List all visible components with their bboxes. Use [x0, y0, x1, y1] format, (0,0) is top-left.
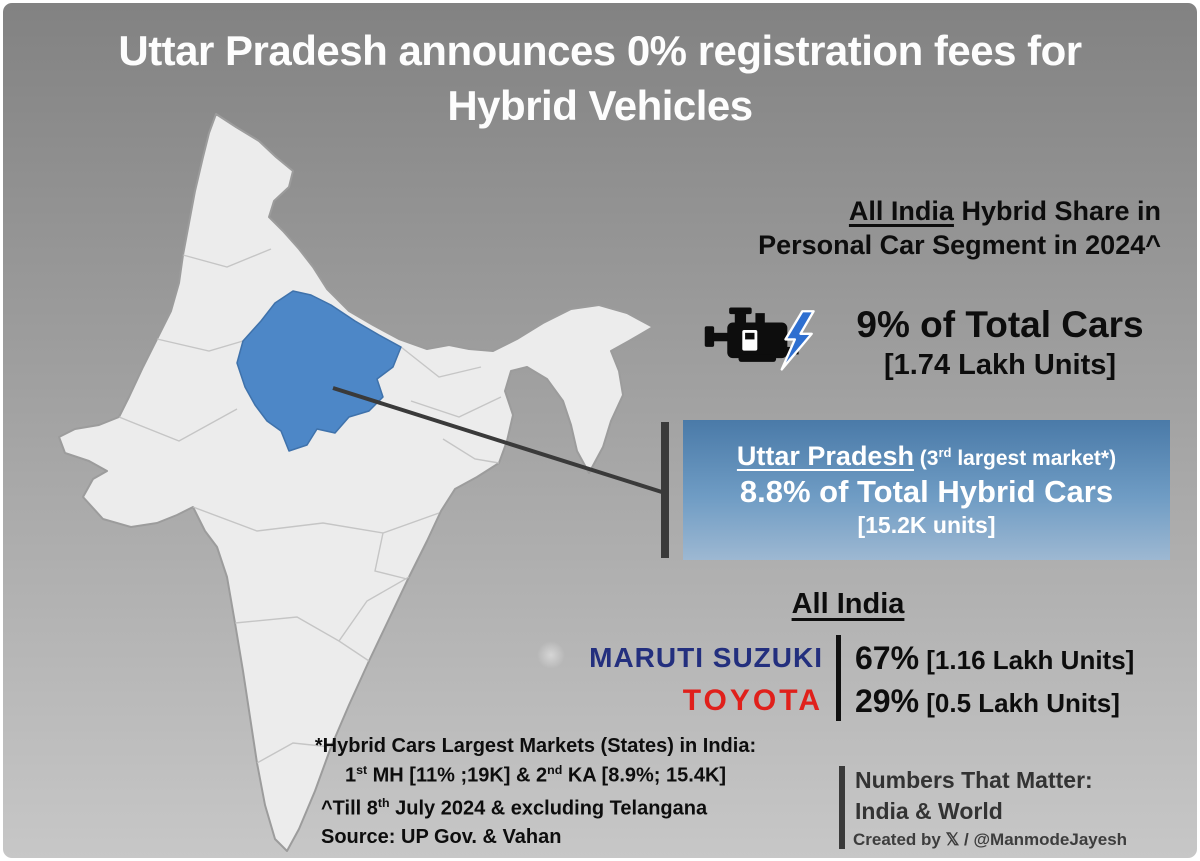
toyota-share-pct: 29% — [855, 683, 920, 719]
up-box-title: Uttar Pradesh (3rd largest market*) — [737, 441, 1116, 472]
footnote-till-date: ^Till 8th July 2024 & excluding Telangan… — [321, 796, 707, 821]
toyota-logo: TOYOTA — [682, 684, 823, 717]
credit-left-bar — [839, 766, 845, 849]
title-line1: Uttar Pradesh announces 0% registration … — [118, 27, 1082, 74]
up-rank-rest: largest market*) — [951, 447, 1117, 470]
footnote-markets-line1: *Hybrid Cars Largest Markets (States) in… — [314, 735, 757, 757]
footnote-markets-line2: 1st MH [11% ;19K] & 2nd KA [8.9%; 15.4K] — [313, 763, 758, 788]
fn-1-sup: st — [356, 763, 368, 777]
maruti-share-row: 67% [1.16 Lakh Units] — [855, 640, 1185, 677]
fn-mh: MH [11% ;19K] & 2 — [367, 764, 548, 787]
up-state-name: Uttar Pradesh — [736, 441, 914, 471]
title-line2: Hybrid Vehicles — [447, 82, 753, 130]
fn-till-rest: July 2024 & excluding Telangana — [389, 797, 708, 820]
footnote-source: Source: UP Gov. & Vahan — [321, 826, 562, 848]
header-all-india-underlined: All India — [848, 196, 954, 226]
toyota-share-units: [0.5 Lakh Units] — [919, 688, 1120, 718]
header-line1-rest: Hybrid Share in — [953, 196, 1161, 226]
section-header-all-india-share: All India Hybrid Share in Personal Car S… — [681, 195, 1161, 263]
fn-till-prefix: ^Till 8 — [321, 797, 378, 820]
maruti-share-pct: 67% — [855, 640, 920, 676]
all-india-heading: All India — [791, 588, 905, 620]
maruti-suzuki-logo: MARUTI SUZUKI — [589, 642, 823, 673]
credit-brand-line2: India & World — [855, 798, 1003, 824]
header-line2: Personal Car Segment in 2024^ — [758, 229, 1161, 260]
fn-1: 1 — [344, 764, 357, 787]
x-logo-icon: 𝕏 — [945, 830, 960, 849]
hybrid-engine-icon — [704, 307, 815, 371]
fn-ka: KA [8.9%; 15.4K] — [562, 764, 727, 787]
total-cars-share-units: [1.74 Lakh Units] — [883, 349, 1117, 381]
maruti-share-units: [1.16 Lakh Units] — [919, 645, 1135, 675]
header-line1: All India Hybrid Share in — [681, 195, 1161, 229]
total-cars-share-value: 9% of Total Cars — [856, 304, 1144, 345]
toyota-share-row: 29% [0.5 Lakh Units] — [855, 683, 1185, 720]
credit-brand-line1: Numbers That Matter: — [855, 767, 1093, 793]
up-rank-ordinal: rd — [938, 445, 952, 460]
brand-share-divider — [836, 635, 841, 721]
up-rank-prefix: (3 — [913, 447, 939, 470]
suzuki-logo-watermark — [537, 641, 565, 669]
credit-byline: Created by 𝕏 / @ManmodeJayesh — [853, 830, 1127, 850]
fn-till-sup: th — [377, 796, 390, 810]
byline-prefix: Created by — [853, 830, 946, 849]
up-hybrid-units: [15.2K units] — [857, 512, 996, 538]
info-box-left-bar — [661, 422, 669, 558]
lightning-bolt-icon — [780, 310, 815, 371]
page-title: Uttar Pradesh announces 0% registration … — [3, 23, 1197, 134]
uttar-pradesh-info-box: Uttar Pradesh (3rd largest market*) 8.8%… — [683, 420, 1170, 560]
up-hybrid-share: 8.8% of Total Hybrid Cars — [739, 474, 1114, 509]
byline-handle: / @ManmodeJayesh — [959, 830, 1128, 849]
fn-2-sup: nd — [547, 763, 563, 777]
